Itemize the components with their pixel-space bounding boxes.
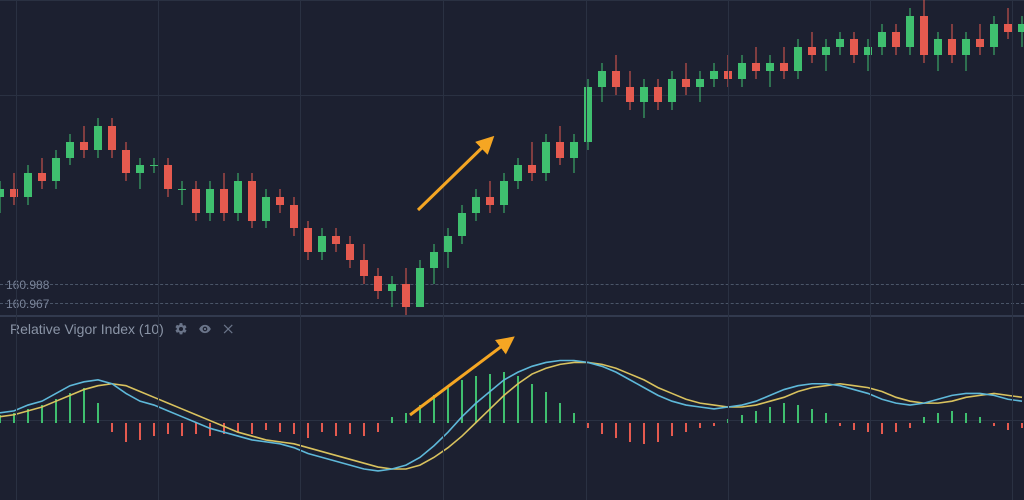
candlestick [178, 0, 186, 315]
candlestick [822, 0, 830, 315]
candlestick [850, 0, 858, 315]
candlestick [52, 0, 60, 315]
candlestick [556, 0, 564, 315]
candlestick [24, 0, 32, 315]
grid-vertical [1012, 0, 1013, 500]
candlestick [262, 0, 270, 315]
candlestick [654, 0, 662, 315]
candlestick [234, 0, 242, 315]
candlestick [94, 0, 102, 315]
candlestick [892, 0, 900, 315]
candlestick [836, 0, 844, 315]
candlestick [332, 0, 340, 315]
candlestick [458, 0, 466, 315]
candlestick [304, 0, 312, 315]
candlestick [444, 0, 452, 315]
candlestick [626, 0, 634, 315]
candlestick [500, 0, 508, 315]
rvi-line [0, 361, 1022, 471]
candlestick [276, 0, 284, 315]
candlestick [206, 0, 214, 315]
candlestick [66, 0, 74, 315]
candlestick [318, 0, 326, 315]
candlestick [612, 0, 620, 315]
candlestick [976, 0, 984, 315]
candlestick [38, 0, 46, 315]
candlestick [290, 0, 298, 315]
candlestick [682, 0, 690, 315]
candlestick [346, 0, 354, 315]
candlestick [528, 0, 536, 315]
candlestick [570, 0, 578, 315]
candlestick [668, 0, 676, 315]
candlestick [920, 0, 928, 315]
candlestick [360, 0, 368, 315]
candlestick [108, 0, 116, 315]
candlestick [248, 0, 256, 315]
candlestick [514, 0, 522, 315]
candlestick [388, 0, 396, 315]
grid-vertical [728, 0, 729, 500]
candlestick [640, 0, 648, 315]
candlestick [192, 0, 200, 315]
candlestick [738, 0, 746, 315]
candlestick [472, 0, 480, 315]
grid-vertical [586, 0, 587, 500]
candlestick [164, 0, 172, 315]
candlestick [962, 0, 970, 315]
candlestick [1004, 0, 1012, 315]
grid-vertical [443, 0, 444, 500]
candlestick [794, 0, 802, 315]
candlestick [780, 0, 788, 315]
grid-vertical [158, 0, 159, 500]
candlestick [122, 0, 130, 315]
candlestick [220, 0, 228, 315]
candlestick [696, 0, 704, 315]
candlestick [136, 0, 144, 315]
signal-line [0, 362, 1022, 469]
candlestick [948, 0, 956, 315]
candlestick [430, 0, 438, 315]
candlestick [906, 0, 914, 315]
candlestick [598, 0, 606, 315]
candlestick [486, 0, 494, 315]
candlestick [752, 0, 760, 315]
candlestick [402, 0, 410, 315]
candlestick [766, 0, 774, 315]
candlestick [934, 0, 942, 315]
candlestick [1018, 0, 1024, 315]
candlestick [374, 0, 382, 315]
candlestick [150, 0, 158, 315]
candlestick [542, 0, 550, 315]
grid-vertical [870, 0, 871, 500]
candlestick [808, 0, 816, 315]
candlestick [990, 0, 998, 315]
grid-vertical [16, 0, 17, 500]
candlestick [878, 0, 886, 315]
candlestick [0, 0, 4, 315]
candlestick [416, 0, 424, 315]
candlestick [80, 0, 88, 315]
candlestick [710, 0, 718, 315]
grid-vertical [300, 0, 301, 500]
